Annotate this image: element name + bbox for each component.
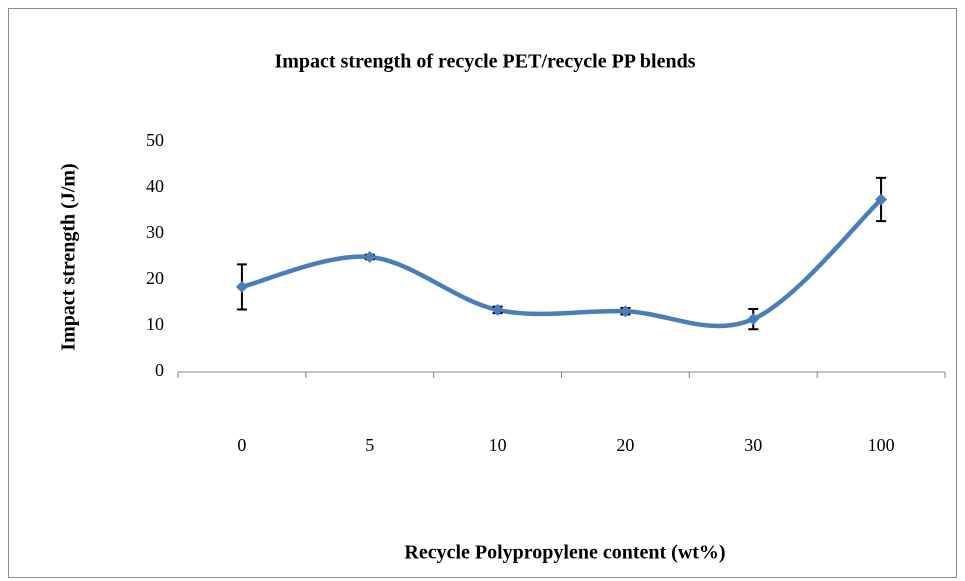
data-point: [619, 305, 632, 318]
x-tick-label: 30: [744, 435, 762, 455]
y-tick-label: 50: [146, 130, 164, 150]
data-point: [875, 193, 888, 206]
data-point: [491, 303, 504, 316]
data-point: [363, 251, 376, 263]
data-point: [235, 280, 248, 293]
x-tick-label: 20: [616, 435, 634, 455]
data-line: [239, 197, 884, 329]
y-tick-label: 20: [146, 268, 164, 288]
x-tick-label: 10: [489, 435, 507, 455]
data-point: [747, 313, 760, 326]
y-axis-title: Impact strength (J/m): [58, 163, 80, 350]
y-tick-label: 30: [146, 222, 164, 242]
x-axis-title: Recycle Polypropylene content (wt%): [404, 542, 725, 564]
y-tick-label: 10: [146, 314, 164, 334]
x-tick-label: 5: [365, 435, 374, 455]
y-tick-label: 40: [146, 176, 164, 196]
x-tick-label: 100: [868, 435, 895, 455]
x-tick-label: 0: [237, 435, 246, 455]
y-tick-label: 0: [155, 360, 164, 380]
chart-frame: [8, 8, 957, 578]
chart-title: Impact strength of recycle PET/recycle P…: [274, 51, 695, 73]
